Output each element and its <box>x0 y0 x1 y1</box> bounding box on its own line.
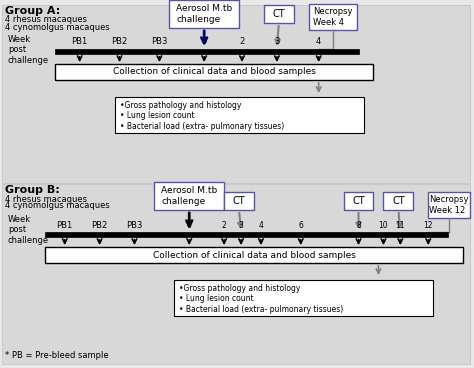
Text: PB1: PB1 <box>56 221 73 230</box>
FancyBboxPatch shape <box>169 0 239 28</box>
Text: Collection of clinical data and blood samples: Collection of clinical data and blood sa… <box>113 67 316 77</box>
Text: 10: 10 <box>379 221 388 230</box>
Text: 6: 6 <box>298 221 303 230</box>
FancyBboxPatch shape <box>45 232 448 237</box>
Text: * PB = Pre-bleed sample: * PB = Pre-bleed sample <box>5 351 109 361</box>
Text: 0: 0 <box>201 37 207 46</box>
Text: 4 cynomolgus macaques: 4 cynomolgus macaques <box>5 202 109 210</box>
Text: PB2: PB2 <box>91 221 108 230</box>
FancyBboxPatch shape <box>155 182 224 210</box>
Text: CT: CT <box>352 196 365 206</box>
Text: Group B:: Group B: <box>5 185 60 195</box>
Text: PB3: PB3 <box>151 37 167 46</box>
Text: Collection of clinical data and blood samples: Collection of clinical data and blood sa… <box>153 251 356 259</box>
FancyBboxPatch shape <box>55 64 374 80</box>
Text: CT: CT <box>233 196 246 206</box>
Text: 3: 3 <box>274 37 280 46</box>
Text: •Gross pathology and histology
• Lung lesion count
• Bacterial load (extra- pulm: •Gross pathology and histology • Lung le… <box>119 101 284 131</box>
Text: Necropsy
Week 4: Necropsy Week 4 <box>313 7 352 27</box>
Text: Aerosol M.tb
challenge: Aerosol M.tb challenge <box>176 4 232 24</box>
Text: 12: 12 <box>423 221 433 230</box>
Text: PB3: PB3 <box>126 221 143 230</box>
FancyBboxPatch shape <box>2 184 470 364</box>
Text: PB2: PB2 <box>111 37 128 46</box>
FancyBboxPatch shape <box>174 280 433 316</box>
Text: 11: 11 <box>396 221 405 230</box>
FancyBboxPatch shape <box>115 97 364 133</box>
FancyBboxPatch shape <box>428 192 470 218</box>
FancyBboxPatch shape <box>55 49 358 54</box>
Text: •Gross pathology and histology
• Lung lesion count
• Bacterial load (extra- pulm: •Gross pathology and histology • Lung le… <box>179 284 344 314</box>
FancyBboxPatch shape <box>309 4 356 30</box>
Text: 0: 0 <box>187 221 191 230</box>
FancyBboxPatch shape <box>45 247 463 263</box>
Text: 4: 4 <box>258 221 264 230</box>
Text: CT: CT <box>392 196 405 206</box>
Text: 4 cynomolgus macaques: 4 cynomolgus macaques <box>5 22 109 32</box>
FancyBboxPatch shape <box>344 192 374 210</box>
Text: 8: 8 <box>356 221 361 230</box>
Text: CT: CT <box>273 9 285 19</box>
Text: 4: 4 <box>316 37 321 46</box>
Text: Aerosol M.tb
challenge: Aerosol M.tb challenge <box>161 186 218 206</box>
Text: PB1: PB1 <box>72 37 88 46</box>
FancyBboxPatch shape <box>224 192 254 210</box>
FancyBboxPatch shape <box>383 192 413 210</box>
Text: Group A:: Group A: <box>5 6 60 16</box>
Text: Week
post
challenge: Week post challenge <box>8 215 49 245</box>
Text: 4 rhesus macaques: 4 rhesus macaques <box>5 195 87 204</box>
FancyBboxPatch shape <box>264 5 294 23</box>
FancyBboxPatch shape <box>2 5 470 183</box>
Text: 4 rhesus macaques: 4 rhesus macaques <box>5 15 87 25</box>
Text: Week
post
challenge: Week post challenge <box>8 35 49 65</box>
Text: 3: 3 <box>238 221 244 230</box>
Text: 2: 2 <box>222 221 227 230</box>
Text: Necropsy
Week 12: Necropsy Week 12 <box>429 195 469 215</box>
Text: 2: 2 <box>239 37 245 46</box>
